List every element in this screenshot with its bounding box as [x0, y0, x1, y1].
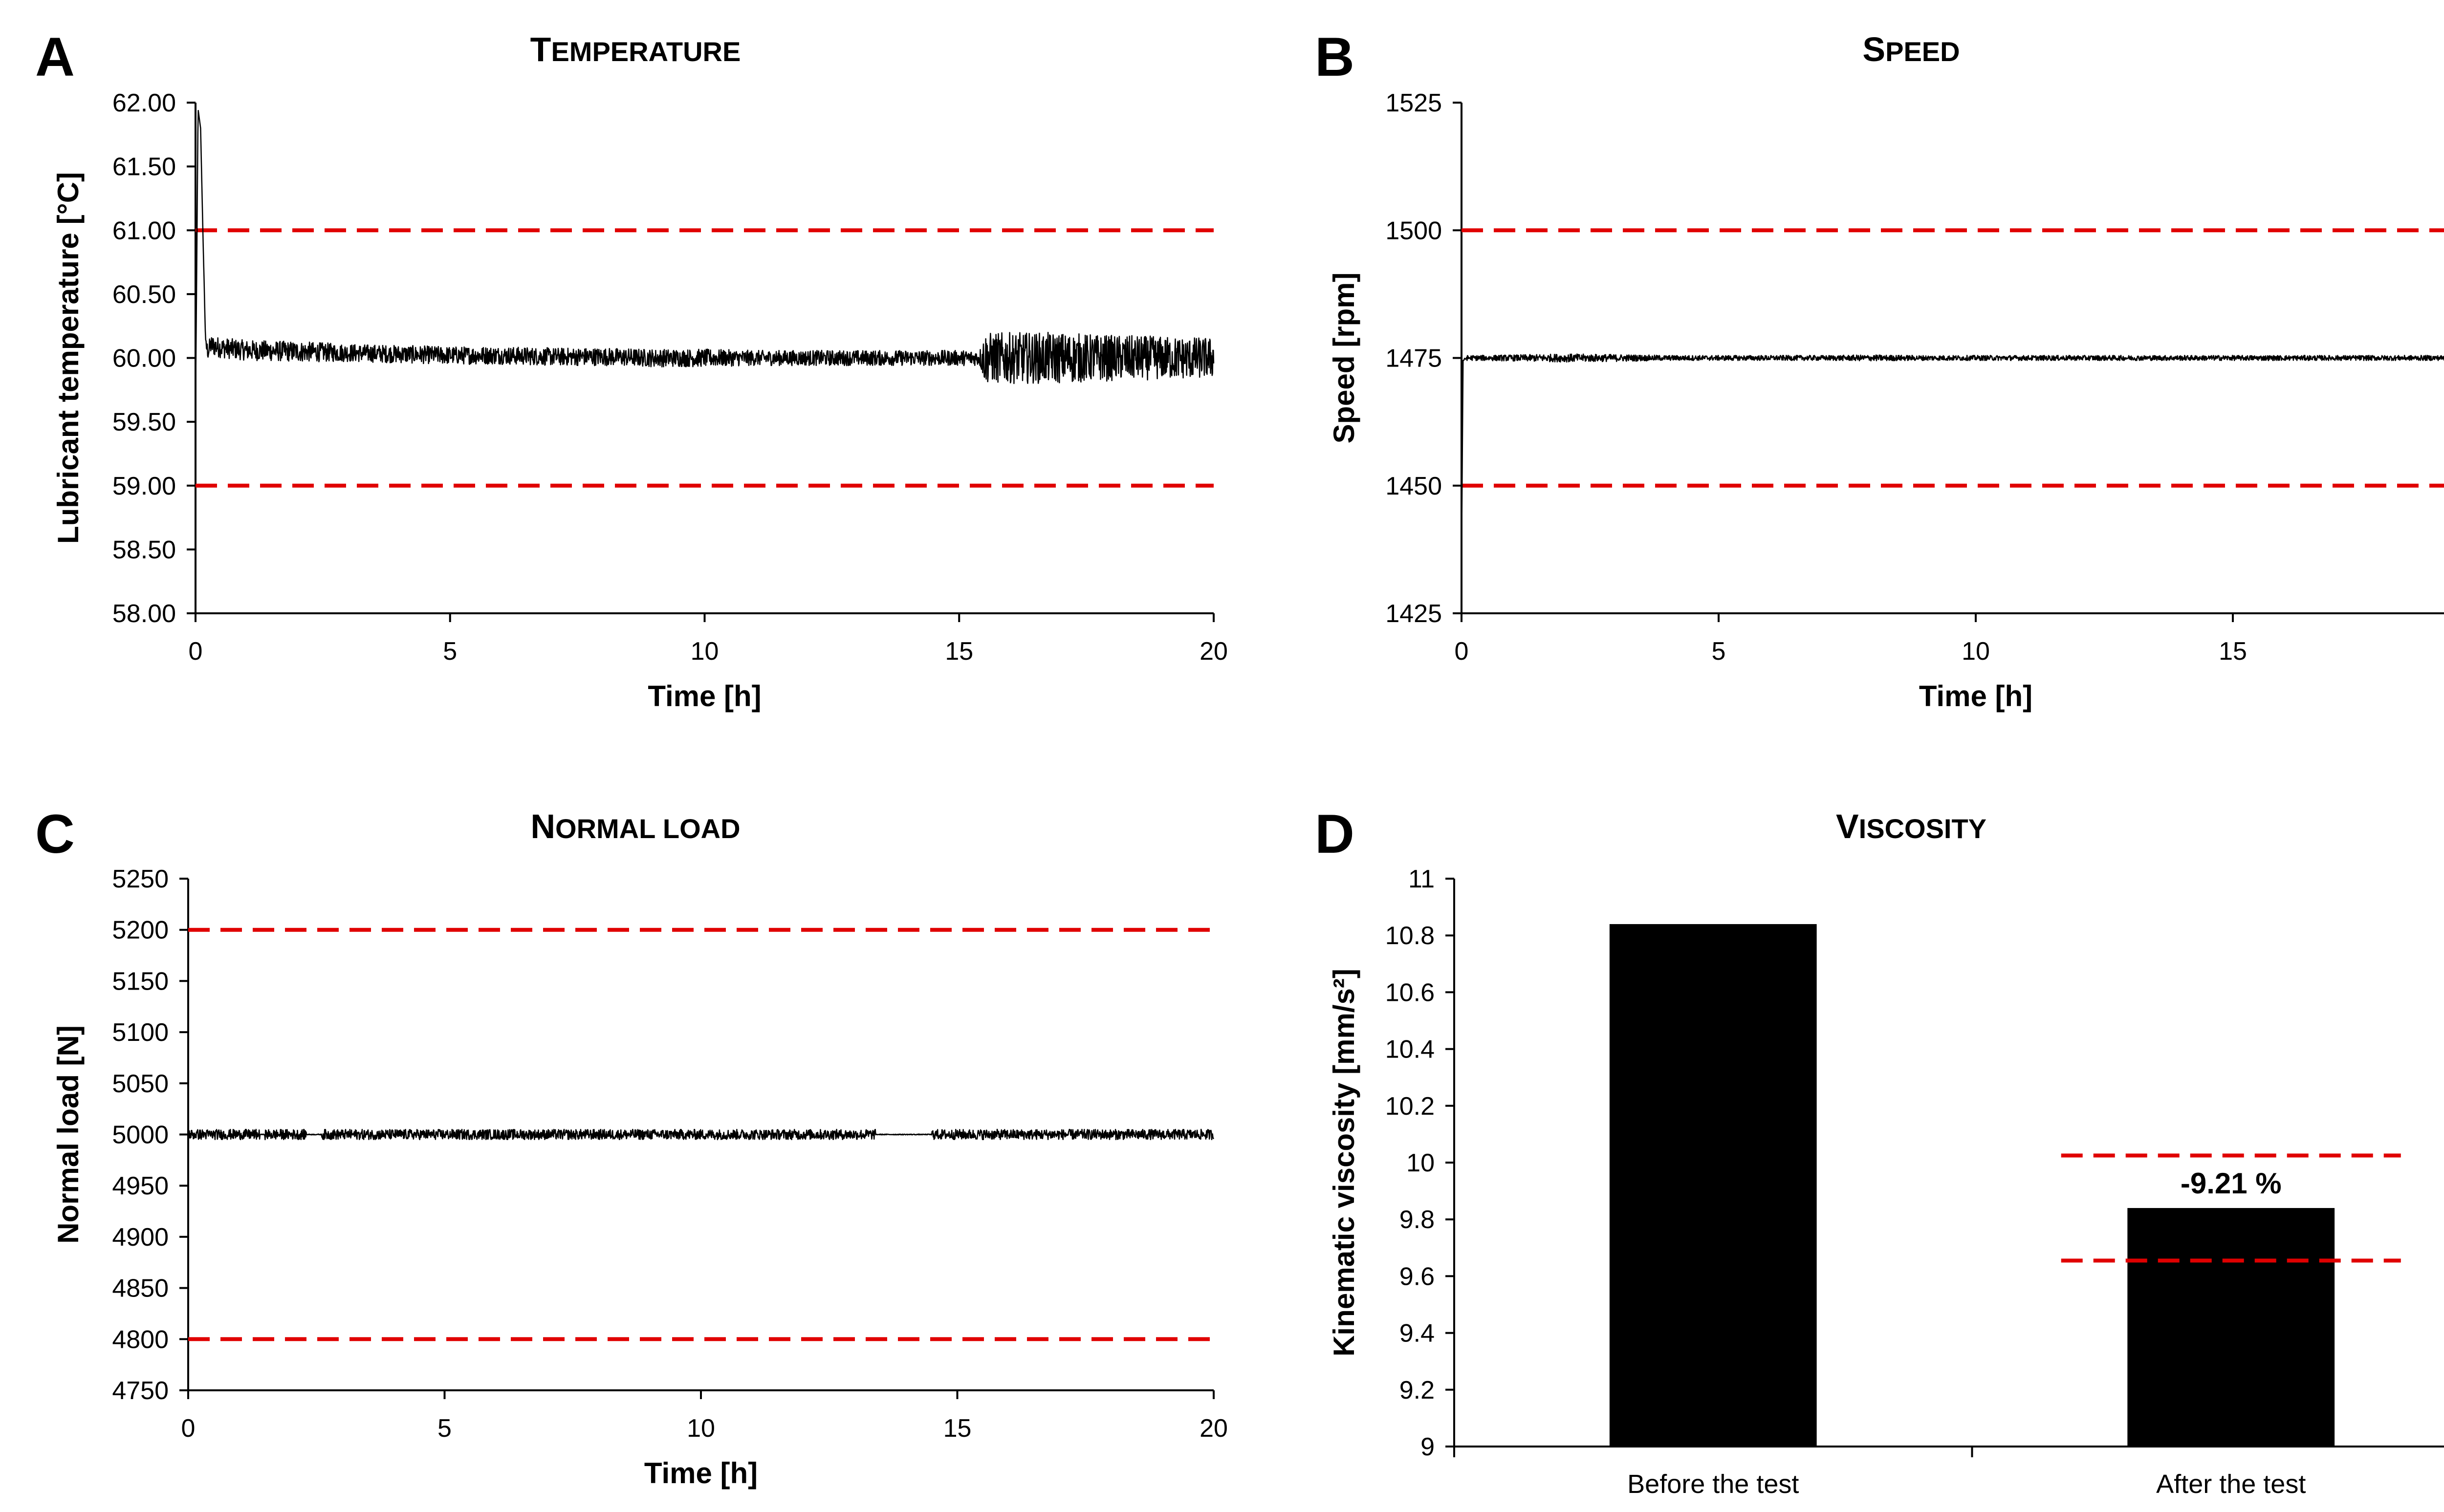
x-tick-label: 0 [181, 1414, 196, 1443]
y-tick-label: 9.8 [1399, 1206, 1435, 1234]
category-label: After the test [2156, 1469, 2306, 1499]
panel-letter: B [1315, 26, 1354, 87]
category-label: Before the test [1627, 1469, 1799, 1499]
bar-after [2127, 1208, 2335, 1447]
chart-title-initial: T [530, 30, 551, 68]
y-tick-label: 61.00 [112, 216, 176, 245]
y-tick-label: 4950 [112, 1172, 169, 1200]
y-tick-label: 1500 [1385, 216, 1442, 245]
x-tick-label: 20 [1200, 1414, 1228, 1443]
chart-title: TEMPERATURE [530, 30, 741, 68]
y-tick-label: 4750 [112, 1377, 169, 1405]
chart-title-initial: S [1862, 30, 1885, 68]
y-tick-label: 58.00 [112, 600, 176, 628]
y-axis-label: Normal load [N] [52, 1025, 85, 1244]
y-tick-label: 1450 [1385, 472, 1442, 500]
chart-title-initial: N [530, 807, 555, 845]
y-tick-label: 11 [1408, 865, 1435, 893]
y-tick-label: 5100 [112, 1018, 169, 1047]
bar-before [1609, 924, 1817, 1447]
y-tick-label: 4900 [112, 1223, 169, 1252]
x-axis-label: Time [h] [1919, 680, 2032, 713]
x-tick-label: 20 [1200, 637, 1228, 666]
chart-title-rest: PEED [1885, 36, 1960, 67]
x-tick-label: 0 [1455, 637, 1469, 666]
y-tick-label: 10.6 [1385, 978, 1435, 1007]
y-tick-label: 4850 [112, 1274, 169, 1303]
chart-title-rest: ORMAL LOAD [555, 813, 741, 844]
y-tick-label: 60.50 [112, 281, 176, 309]
y-tick-label: 9.4 [1399, 1319, 1435, 1348]
series-line [195, 109, 1215, 410]
x-axis-label: Time [h] [644, 1457, 758, 1490]
y-tick-label: 5200 [112, 916, 169, 945]
panel-c: C NORMAL LOAD4750480048504900495050005050… [35, 803, 1228, 1490]
y-tick-label: 5050 [112, 1070, 169, 1098]
chart-title: VISCOSITY [1836, 807, 1986, 845]
x-tick-label: 10 [1962, 637, 1990, 666]
y-tick-label: 9.2 [1399, 1376, 1435, 1404]
x-tick-label: 10 [687, 1414, 715, 1443]
x-tick-label: 15 [945, 637, 973, 666]
y-tick-label: 10.4 [1385, 1036, 1435, 1064]
y-tick-label: 1525 [1385, 89, 1442, 117]
chart-title-rest: ISCOSITY [1859, 813, 1986, 844]
y-tick-label: 10 [1406, 1149, 1435, 1177]
y-tick-label: 10.8 [1385, 922, 1435, 950]
panel-b: B SPEED 1425 1450 1475 1500 1525 Speed [rpm] 0 5 1… [1315, 26, 2444, 713]
chart-title: SPEED [1862, 30, 1960, 68]
panel-letter: A [35, 26, 75, 87]
panel-letter: C [35, 803, 75, 864]
series-line [187, 1128, 1215, 1141]
x-tick-label: 15 [2219, 637, 2247, 666]
series-line [1461, 353, 2444, 562]
y-axis-label: Lubricant temperature [°C] [52, 172, 85, 544]
x-tick-label: 10 [691, 637, 719, 666]
x-tick-label: 5 [437, 1414, 452, 1443]
panel-d: D VISCOSITY 9 9.2 9.4 9.6 9.8 10 10.2 10.4 10.6 10.… [1315, 803, 2444, 1499]
y-tick-label: 5250 [112, 865, 169, 893]
y-axis-label: Speed [rpm] [1328, 272, 1360, 443]
y-tick-label: 58.50 [112, 536, 176, 564]
y-tick-label: 4800 [112, 1325, 169, 1354]
change-annotation: -9.21 % [2181, 1167, 2282, 1200]
y-tick-label: 60.00 [112, 345, 176, 373]
y-tick-label: 9 [1420, 1433, 1435, 1461]
y-tick-label: 62.00 [112, 89, 176, 117]
y-tick-label: 5150 [112, 967, 169, 995]
x-tick-label: 5 [1712, 637, 1726, 666]
x-tick-label: 15 [943, 1414, 972, 1443]
y-tick-label: 59.00 [112, 472, 176, 500]
panel-letter: D [1315, 803, 1354, 864]
chart-title: NORMAL LOAD [530, 807, 740, 845]
chart-title-rest: EMPERATURE [551, 36, 741, 67]
y-tick-label: 1425 [1385, 600, 1442, 628]
y-tick-label: 1475 [1385, 345, 1442, 373]
y-axis-label: Kinematic viscosity [mm/s²] [1328, 969, 1360, 1357]
y-tick-label: 59.50 [112, 408, 176, 436]
panel-a: A TEMPERATURE 58.00 58.50 59.00 59.50 60.00 60.… [35, 26, 1228, 713]
chart-title-initial: V [1836, 807, 1859, 845]
x-axis-label: Time [h] [648, 680, 761, 713]
y-tick-label: 5000 [112, 1121, 169, 1149]
y-tick-label: 10.2 [1385, 1092, 1435, 1121]
x-tick-label: 0 [189, 637, 203, 666]
y-tick-label: 9.6 [1399, 1262, 1435, 1291]
x-tick-label: 5 [443, 637, 457, 666]
y-tick-label: 61.50 [112, 153, 176, 181]
